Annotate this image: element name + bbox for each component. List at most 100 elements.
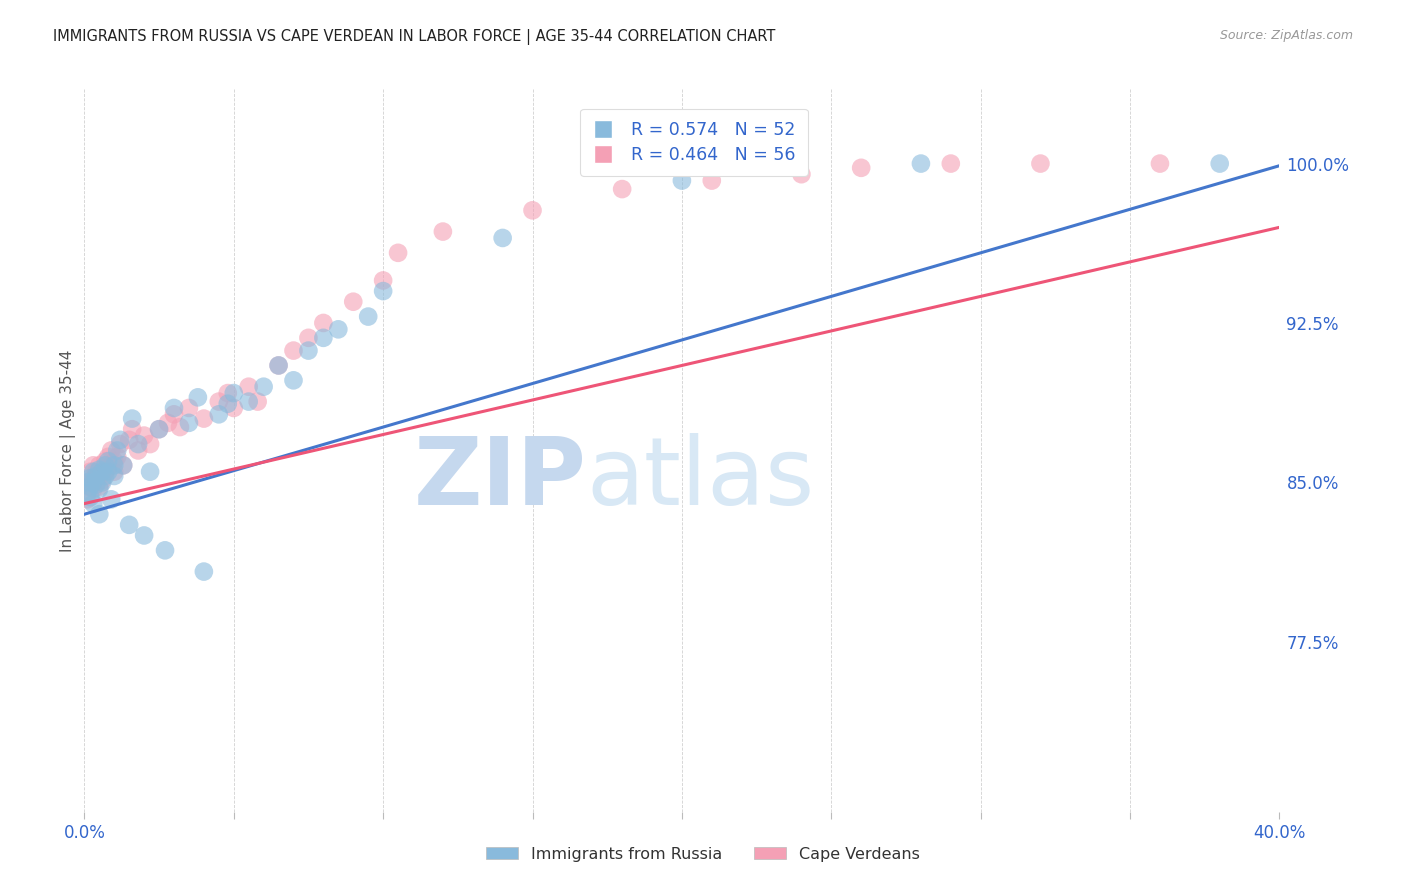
- Point: [76, 475, 98, 490]
- Point: [1149, 156, 1171, 170]
- Point: [222, 386, 245, 401]
- Point: [267, 359, 290, 373]
- Point: [357, 310, 380, 324]
- Point: [91, 462, 114, 476]
- Point: [387, 245, 409, 260]
- Point: [110, 433, 132, 447]
- Point: [97, 460, 120, 475]
- Point: [132, 428, 156, 442]
- Point: [790, 167, 813, 181]
- Point: [118, 433, 141, 447]
- Point: [89, 507, 111, 521]
- Point: [82, 497, 104, 511]
- Point: [86, 477, 108, 491]
- Point: [208, 407, 231, 421]
- Point: [217, 386, 239, 401]
- Point: [127, 443, 149, 458]
- Point: [139, 437, 162, 451]
- Point: [208, 394, 231, 409]
- Point: [89, 469, 111, 483]
- Point: [283, 373, 305, 387]
- Point: [79, 465, 101, 479]
- Point: [112, 458, 135, 473]
- Point: [238, 380, 260, 394]
- Point: [132, 528, 156, 542]
- Legend: Immigrants from Russia, Cape Verdeans: Immigrants from Russia, Cape Verdeans: [479, 840, 927, 868]
- Point: [297, 343, 319, 358]
- Text: IMMIGRANTS FROM RUSSIA VS CAPE VERDEAN IN LABOR FORCE | AGE 35-44 CORRELATION CH: IMMIGRANTS FROM RUSSIA VS CAPE VERDEAN I…: [53, 29, 776, 45]
- Text: Source: ZipAtlas.com: Source: ZipAtlas.com: [1219, 29, 1353, 42]
- Point: [86, 469, 108, 483]
- Point: [110, 437, 132, 451]
- Point: [939, 156, 962, 170]
- Point: [91, 473, 114, 487]
- Point: [103, 469, 125, 483]
- Point: [86, 465, 108, 479]
- Point: [910, 156, 932, 170]
- Point: [79, 490, 101, 504]
- Point: [222, 401, 245, 415]
- Point: [127, 437, 149, 451]
- Point: [105, 450, 128, 464]
- Point: [700, 173, 723, 187]
- Point: [177, 401, 200, 415]
- Point: [105, 443, 128, 458]
- Point: [139, 465, 162, 479]
- Point: [153, 543, 176, 558]
- Point: [671, 173, 693, 187]
- Text: atlas: atlas: [586, 434, 814, 525]
- Point: [103, 458, 125, 473]
- Point: [373, 273, 395, 287]
- Point: [94, 465, 117, 479]
- Point: [94, 458, 117, 473]
- Point: [187, 390, 209, 404]
- Text: ZIP: ZIP: [413, 434, 586, 525]
- Point: [97, 465, 120, 479]
- Point: [121, 422, 143, 436]
- Point: [118, 517, 141, 532]
- Point: [76, 479, 98, 493]
- Point: [1209, 156, 1232, 170]
- Point: [522, 203, 544, 218]
- Point: [97, 454, 120, 468]
- Point: [89, 458, 111, 473]
- Point: [97, 450, 120, 464]
- Point: [100, 443, 122, 458]
- Point: [100, 492, 122, 507]
- Point: [177, 416, 200, 430]
- Point: [79, 475, 101, 490]
- Point: [267, 359, 290, 373]
- Point: [312, 316, 335, 330]
- Point: [193, 565, 215, 579]
- Legend:   R = 0.574   N = 52,   R = 0.464   N = 56: R = 0.574 N = 52, R = 0.464 N = 56: [581, 109, 807, 176]
- Point: [76, 492, 98, 507]
- Point: [91, 475, 114, 490]
- Point: [82, 458, 104, 473]
- Point: [432, 225, 454, 239]
- Point: [148, 422, 170, 436]
- Point: [76, 486, 98, 500]
- Point: [342, 294, 364, 309]
- Point: [312, 331, 335, 345]
- Point: [89, 482, 111, 496]
- Point: [193, 411, 215, 425]
- Point: [94, 469, 117, 483]
- Point: [851, 161, 873, 175]
- Point: [94, 454, 117, 468]
- Point: [612, 182, 634, 196]
- Point: [238, 394, 260, 409]
- Point: [373, 284, 395, 298]
- Point: [82, 475, 104, 490]
- Point: [121, 411, 143, 425]
- Point: [82, 471, 104, 485]
- Point: [112, 458, 135, 473]
- Point: [283, 343, 305, 358]
- Point: [103, 465, 125, 479]
- Point: [91, 465, 114, 479]
- Point: [89, 462, 111, 476]
- Point: [169, 420, 191, 434]
- Point: [246, 394, 269, 409]
- Point: [82, 465, 104, 479]
- Point: [103, 454, 125, 468]
- Point: [217, 397, 239, 411]
